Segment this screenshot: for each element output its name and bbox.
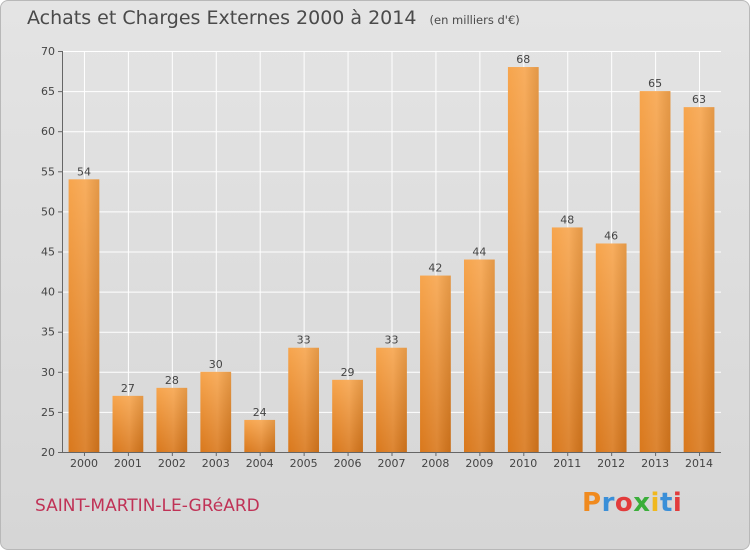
data-label: 30 xyxy=(209,358,223,371)
data-label: 33 xyxy=(297,334,311,347)
data-label: 33 xyxy=(385,334,399,347)
logo-letter: r xyxy=(601,488,615,518)
data-label: 46 xyxy=(604,229,618,242)
bar-sheen xyxy=(639,91,671,452)
x-tick-label: 2001 xyxy=(114,457,142,470)
x-tick-label: 2007 xyxy=(378,457,406,470)
data-label: 28 xyxy=(165,374,179,387)
chart-title-unit: (en milliers d'€) xyxy=(429,13,520,27)
x-tick-label: 2013 xyxy=(641,457,669,470)
x-tick-label: 2009 xyxy=(465,457,493,470)
bar-sheen xyxy=(376,347,407,452)
y-tick-label: 35 xyxy=(41,326,55,339)
bar-sheen xyxy=(200,371,232,452)
data-label: 48 xyxy=(560,213,574,226)
bar-sheen xyxy=(156,387,188,452)
data-label: 54 xyxy=(77,165,91,178)
data-label: 42 xyxy=(428,262,442,275)
data-label: 68 xyxy=(516,53,530,66)
bar-sheen xyxy=(595,243,627,452)
chart-title-main: Achats et Charges Externes 2000 à 2014 xyxy=(27,7,417,29)
y-tick-label: 25 xyxy=(41,406,55,419)
logo-letter: x xyxy=(633,488,651,518)
place-name: SAINT-MARTIN-LE-GRéARD xyxy=(35,496,260,516)
x-tick-label: 2011 xyxy=(553,457,581,470)
bar-sheen xyxy=(288,347,320,452)
proxiti-logo: Proxiti xyxy=(582,488,682,518)
y-tick-label: 55 xyxy=(41,165,55,178)
y-tick-label: 45 xyxy=(41,246,55,259)
bar-sheen xyxy=(332,379,363,452)
y-tick-label: 40 xyxy=(41,286,55,299)
logo-letter: P xyxy=(582,488,602,518)
x-tick-label: 2002 xyxy=(158,457,186,470)
data-label: 63 xyxy=(692,93,706,106)
bar-sheen xyxy=(683,107,715,452)
x-tick-label: 2014 xyxy=(685,457,713,470)
x-tick-label: 2005 xyxy=(290,457,318,470)
bar-sheen xyxy=(68,179,100,452)
data-label: 24 xyxy=(253,406,267,419)
x-tick-label: 2010 xyxy=(509,457,537,470)
data-label: 27 xyxy=(121,382,135,395)
logo-letter: t xyxy=(659,488,673,518)
data-label: 29 xyxy=(341,366,355,379)
bar-layer xyxy=(68,67,715,452)
logo-letter: o xyxy=(614,488,634,518)
x-tick-label: 2003 xyxy=(202,457,230,470)
data-label: 65 xyxy=(648,77,662,90)
x-tick-label: 2000 xyxy=(70,457,98,470)
y-tick-label: 30 xyxy=(41,366,55,379)
x-tick-label: 2008 xyxy=(421,457,449,470)
bar-sheen xyxy=(244,419,276,452)
y-tick-label: 60 xyxy=(41,125,55,138)
logo-letter: i xyxy=(672,488,683,518)
chart-title: Achats et Charges Externes 2000 à 2014 (… xyxy=(27,7,520,29)
label-layer: 54 27 28 30 24 33 29 33 42 44 68 48 46 65 63 xyxy=(77,53,706,419)
axis-layer: 20 25 30 35 40 45 50 55 60 65 70 2000 2001 2002 2003 20… xyxy=(41,45,721,470)
bar-sheen xyxy=(463,259,495,452)
x-tick-label: 2012 xyxy=(597,457,625,470)
bar-sheen xyxy=(551,227,583,452)
bar-sheen xyxy=(112,395,144,452)
x-tick-label: 2004 xyxy=(246,457,274,470)
y-tick-label: 50 xyxy=(41,205,55,218)
y-tick-label: 65 xyxy=(41,85,55,98)
bar-sheen xyxy=(507,67,539,452)
logo-letter: i xyxy=(650,488,660,518)
bar-sheen xyxy=(420,275,451,452)
x-tick-label: 2006 xyxy=(334,457,362,470)
y-tick-label: 20 xyxy=(41,446,55,459)
data-label: 44 xyxy=(472,246,486,259)
y-tick-label: 70 xyxy=(41,45,55,58)
